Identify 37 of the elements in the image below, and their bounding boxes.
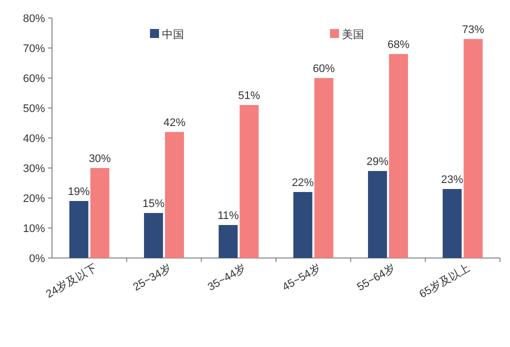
bar bbox=[165, 132, 184, 258]
bar bbox=[293, 192, 312, 258]
x-tick-label: 24岁及以下 bbox=[44, 261, 99, 301]
y-tick-label: 10% bbox=[22, 223, 46, 235]
data-label: 51% bbox=[238, 90, 260, 102]
y-tick-label: 80% bbox=[22, 13, 46, 25]
data-label: 22% bbox=[292, 177, 314, 189]
bar bbox=[69, 201, 88, 258]
data-label: 11% bbox=[218, 210, 239, 222]
data-label: 23% bbox=[441, 174, 464, 186]
y-tick-label: 50% bbox=[22, 103, 46, 115]
y-tick-label: 60% bbox=[22, 73, 46, 85]
y-tick-label: 30% bbox=[22, 163, 46, 175]
y-tick-label: 20% bbox=[22, 193, 46, 205]
bar bbox=[368, 171, 387, 258]
x-tick-label: 65岁及以上 bbox=[416, 261, 472, 301]
y-tick-label: 70% bbox=[22, 43, 46, 55]
data-label: 29% bbox=[366, 156, 389, 168]
y-tick-label: 40% bbox=[22, 133, 46, 145]
data-label: 30% bbox=[88, 153, 112, 165]
bar bbox=[90, 168, 110, 258]
data-label: 19% bbox=[68, 186, 90, 198]
data-label: 68% bbox=[387, 39, 410, 51]
bar bbox=[314, 78, 334, 258]
bar bbox=[464, 39, 483, 258]
data-label: 42% bbox=[163, 117, 186, 129]
bar bbox=[240, 105, 259, 258]
data-label: 15% bbox=[142, 198, 165, 210]
data-label: 60% bbox=[312, 63, 336, 75]
legend-label: 美国 bbox=[342, 28, 364, 41]
bar bbox=[144, 213, 163, 258]
y-tick-label: 0% bbox=[29, 253, 46, 265]
bar bbox=[442, 189, 462, 258]
bar bbox=[389, 54, 408, 258]
legend-label: 中国 bbox=[162, 28, 184, 41]
bar bbox=[218, 225, 238, 258]
data-label: 73% bbox=[462, 24, 484, 36]
